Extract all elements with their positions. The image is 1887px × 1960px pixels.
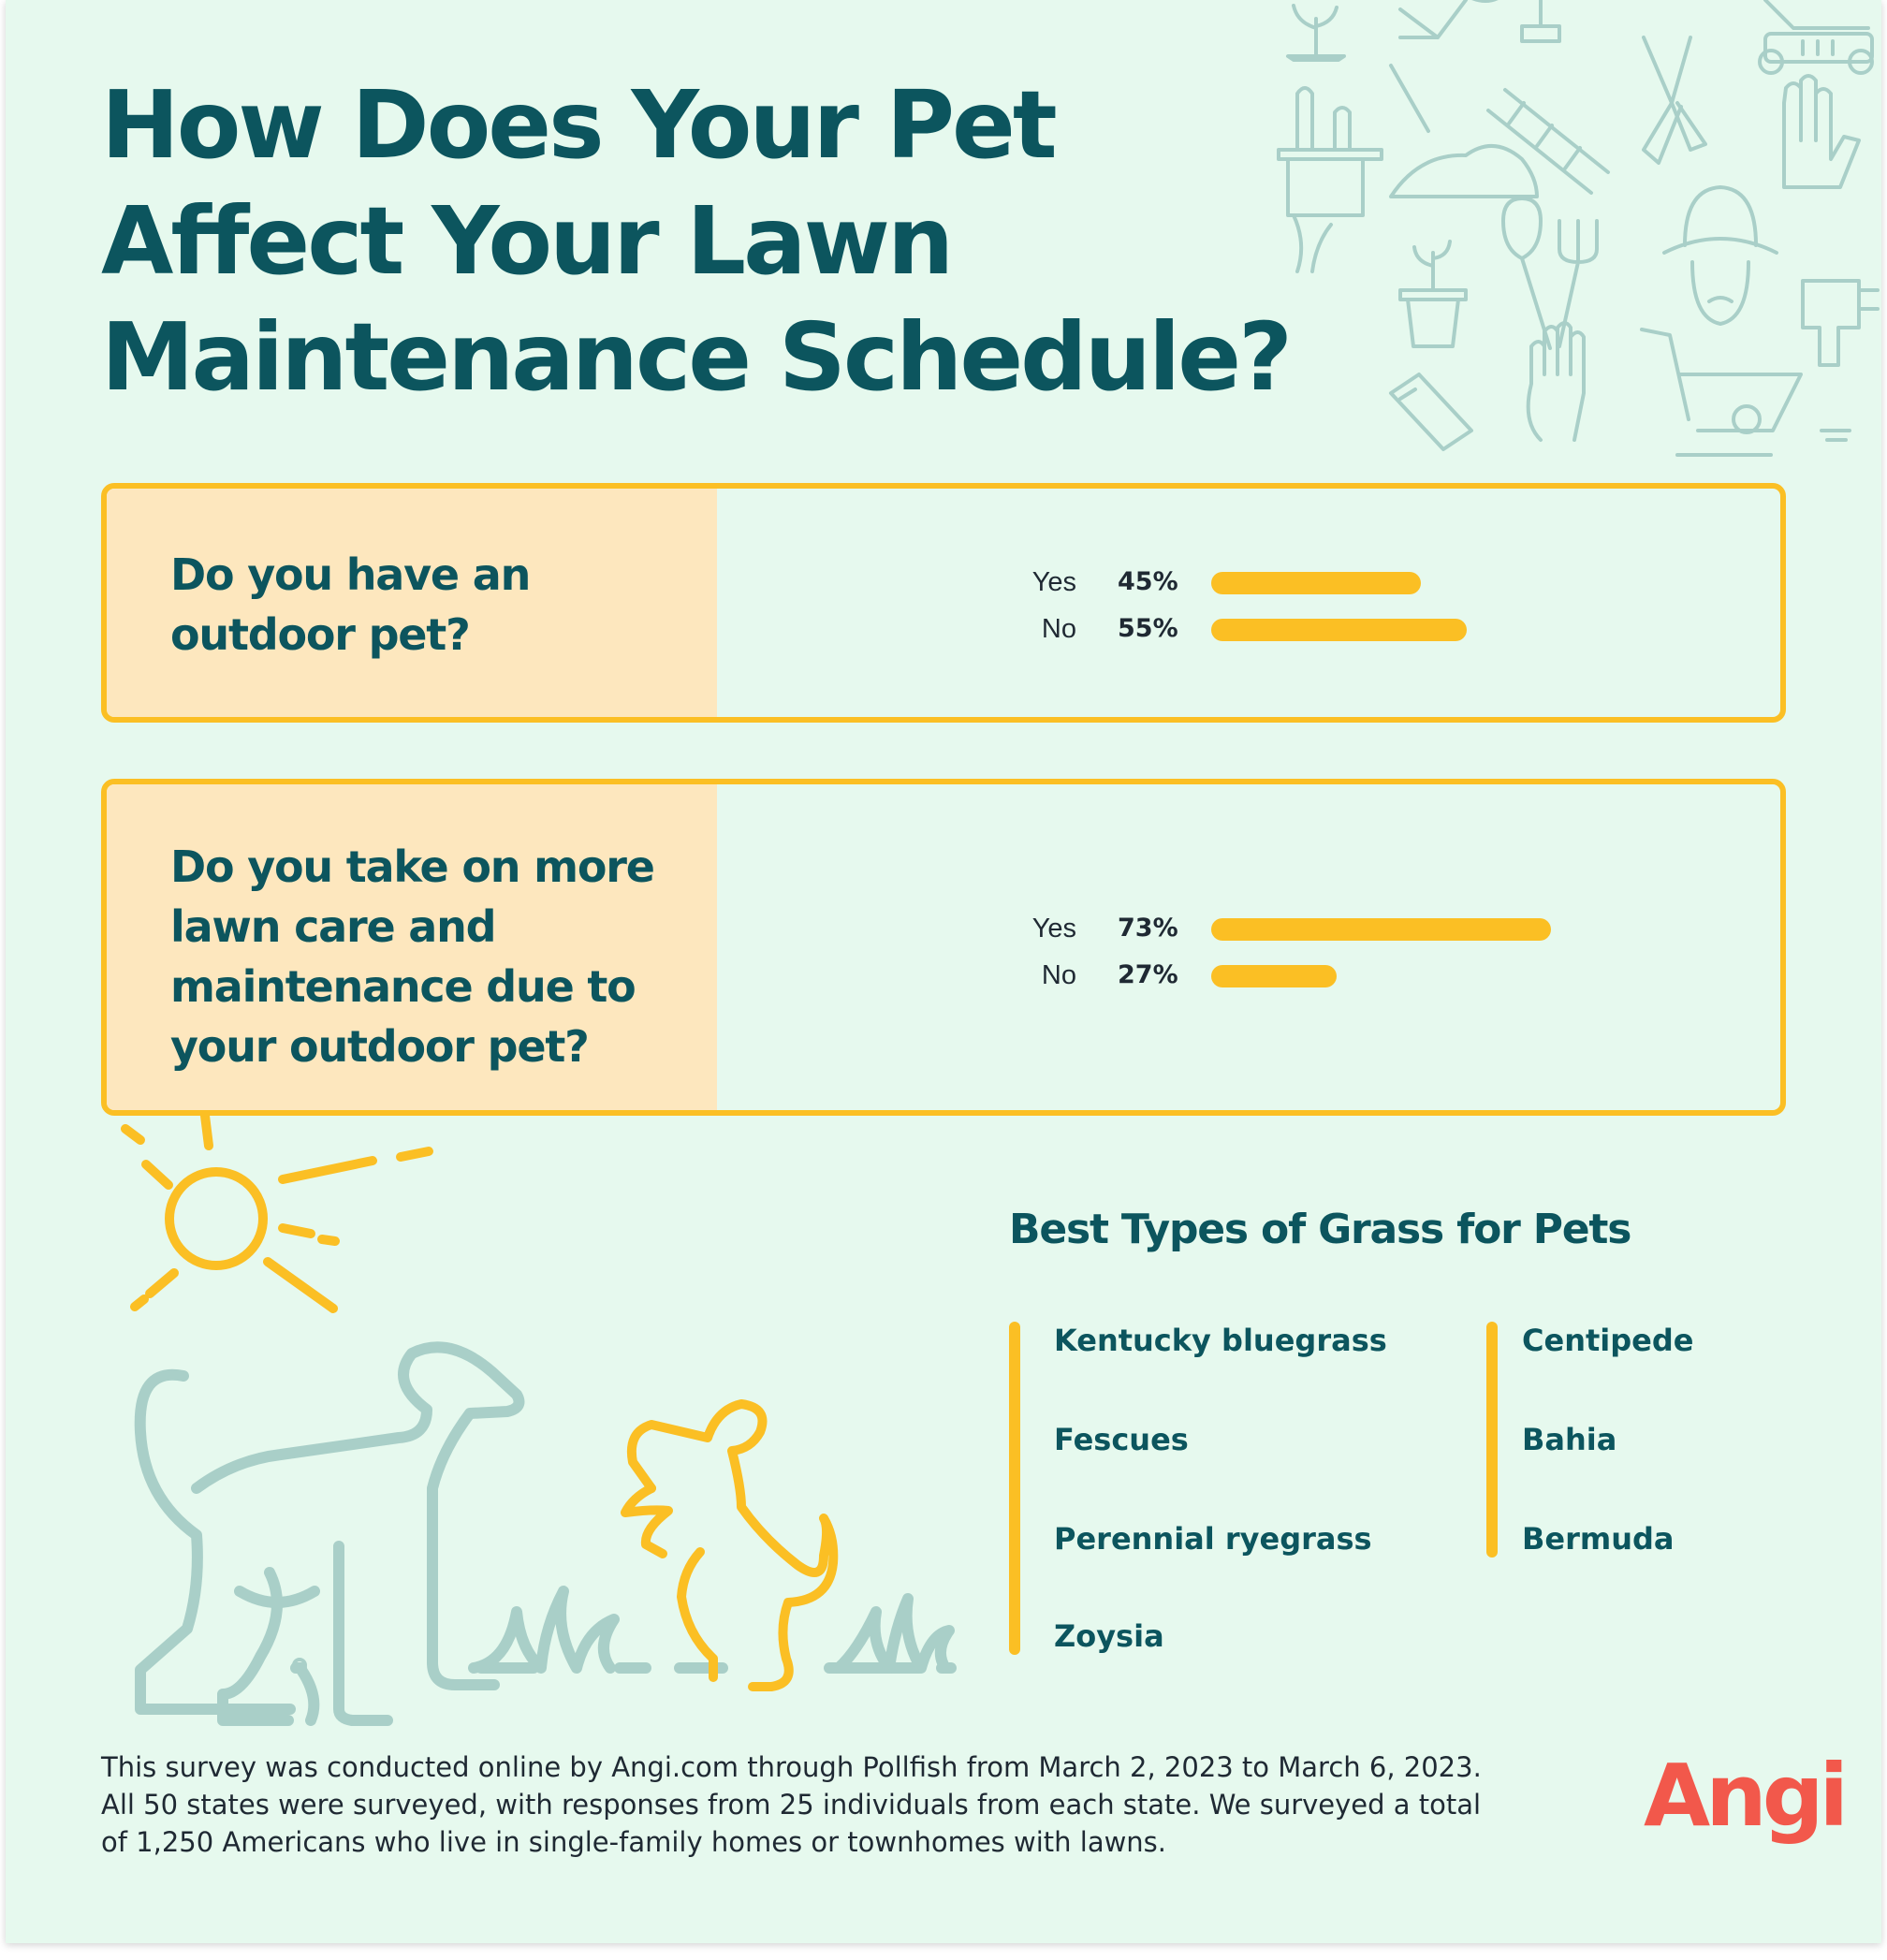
bar-row-no: No 55% — [717, 610, 1780, 648]
bar-row-yes: Yes 45% — [717, 563, 1780, 601]
bar-yes — [1211, 918, 1551, 941]
bar-chart-outdoor-pet: Yes 45% No 55% — [717, 489, 1780, 717]
bar-row-yes: Yes 73% — [717, 910, 1780, 947]
spray-nozzle-icon — [1801, 279, 1880, 367]
pitchfork-icon — [1558, 219, 1599, 348]
rake-head-icon — [1520, 0, 1561, 43]
grass-item: Centipede — [1522, 1323, 1694, 1358]
bar-category-label: Yes — [1031, 914, 1076, 943]
pruning-shears-icon — [1642, 36, 1707, 165]
sun-icon — [121, 1111, 433, 1313]
planter-icon — [1277, 86, 1383, 217]
bar-value-label: 73% — [1118, 914, 1178, 943]
grass-item: Fescues — [1054, 1422, 1189, 1457]
grass-item: Bermuda — [1522, 1521, 1675, 1557]
footer-line: of 1,250 Americans who live in single-fa… — [101, 1826, 1167, 1858]
question-text: Do you take on more lawn care and mainte… — [170, 841, 655, 1072]
gardener-icon — [1662, 185, 1778, 326]
question-label-panel: Do you have an outdoor pet? — [107, 489, 717, 717]
bar-category-label: No — [1041, 614, 1076, 644]
question-label-panel: Do you take on more lawn care and mainte… — [107, 784, 717, 1110]
footer-line: This survey was conducted online by Angi… — [101, 1751, 1482, 1783]
grass-item: Zoysia — [1054, 1618, 1164, 1654]
bar-no — [1211, 619, 1468, 641]
footer-line: All 50 states were surveyed, with respon… — [101, 1789, 1482, 1821]
grass-column-divider-left — [1009, 1322, 1020, 1655]
page-title: How Does Your Pet Affect Your Lawn Maint… — [101, 70, 1293, 412]
bar-value-label: 55% — [1118, 614, 1178, 643]
infographic-card: How Does Your Pet Affect Your Lawn Maint… — [6, 0, 1881, 1943]
bar-category-label: Yes — [1031, 567, 1076, 597]
seedling-pot-icon — [1398, 240, 1468, 348]
bar-value-label: 45% — [1118, 567, 1178, 596]
wheelbarrow-icon — [1640, 328, 1803, 457]
dog-standing-icon — [134, 1341, 525, 1726]
question-text: Do you have an outdoor pet? — [170, 549, 531, 660]
watering-can-icon — [1398, 0, 1499, 39]
grass-item: Kentucky bluegrass — [1054, 1323, 1387, 1358]
grass-tuft-icon — [468, 1586, 955, 1674]
dog-jumping-icon — [621, 1399, 839, 1691]
ladder-icon — [1486, 88, 1610, 195]
bar-yes — [1211, 572, 1421, 594]
question-box-more-lawn-care: Do you take on more lawn care and mainte… — [101, 779, 1786, 1116]
trowel-icon — [1389, 64, 1539, 198]
bar-no — [1211, 965, 1338, 987]
grass-item: Bahia — [1522, 1422, 1617, 1457]
bar-chart-more-lawn-care: Yes 73% No 27% — [717, 784, 1780, 1110]
bar-category-label: No — [1041, 960, 1076, 990]
survey-methodology-note: This survey was conducted online by Angi… — [101, 1748, 1505, 1861]
lawn-mower-icon — [1758, 0, 1874, 75]
sprout-pot-icon — [1286, 4, 1346, 62]
bar-value-label: 27% — [1118, 960, 1178, 989]
question-box-outdoor-pet: Do you have an outdoor pet? Yes 45% No 5… — [101, 483, 1786, 723]
hand-icon — [1526, 321, 1586, 442]
garden-glove-icon — [1782, 74, 1861, 189]
pets-illustration — [121, 1111, 957, 1726]
grass-column-divider-right — [1486, 1322, 1498, 1558]
bar-row-no: No 27% — [717, 957, 1780, 994]
grass-item: Perennial ryegrass — [1054, 1521, 1372, 1557]
seed-packet-icon — [1389, 373, 1473, 451]
angi-logo[interactable]: Angi — [1644, 1746, 1849, 1846]
grass-tuft-icon — [1292, 213, 1333, 273]
garden-tools-pattern-icon — [1277, 0, 1880, 457]
leaf-icon — [1820, 429, 1851, 442]
grass-section-title: Best Types of Grass for Pets — [1009, 1206, 1631, 1253]
